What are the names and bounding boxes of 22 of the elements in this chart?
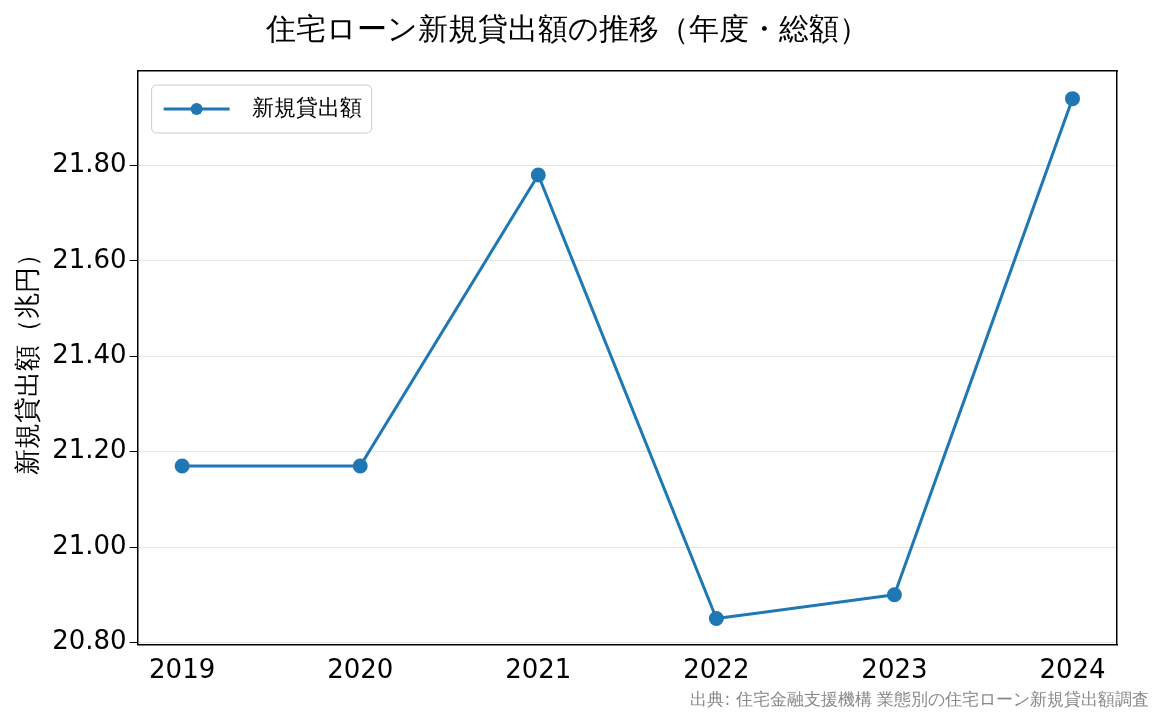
source-note: 出典: 住宅金融支援機構 業態別の住宅ローン新規貸出額調査 xyxy=(690,688,1149,711)
y-tick-label: 21.40 xyxy=(52,338,127,369)
y-tick-label: 20.80 xyxy=(52,625,127,656)
x-tick-label: 2024 xyxy=(1039,654,1106,685)
point xyxy=(530,167,546,183)
point xyxy=(352,458,368,474)
legend-label: 新規貸出額 xyxy=(251,94,362,120)
x-tick-label: 2023 xyxy=(861,654,928,685)
point xyxy=(1064,91,1080,107)
point xyxy=(708,611,724,627)
y-tick-label: 21.60 xyxy=(52,243,127,274)
point xyxy=(174,458,190,474)
y-axis-title: 新規貸出額（兆円） xyxy=(12,240,43,475)
x-tick-label: 2020 xyxy=(327,654,394,685)
x-tick-label: 2019 xyxy=(149,654,216,685)
chart-title: 住宅ローン新規貸出額の推移（年度・総額） xyxy=(265,10,869,46)
y-tick-label: 21.80 xyxy=(52,148,127,179)
point xyxy=(886,587,902,603)
y-tick-label: 21.20 xyxy=(52,434,127,465)
x-tick-label: 2022 xyxy=(683,654,750,685)
y-tick-label: 21.00 xyxy=(52,529,127,560)
x-tick-label: 2021 xyxy=(505,654,572,685)
